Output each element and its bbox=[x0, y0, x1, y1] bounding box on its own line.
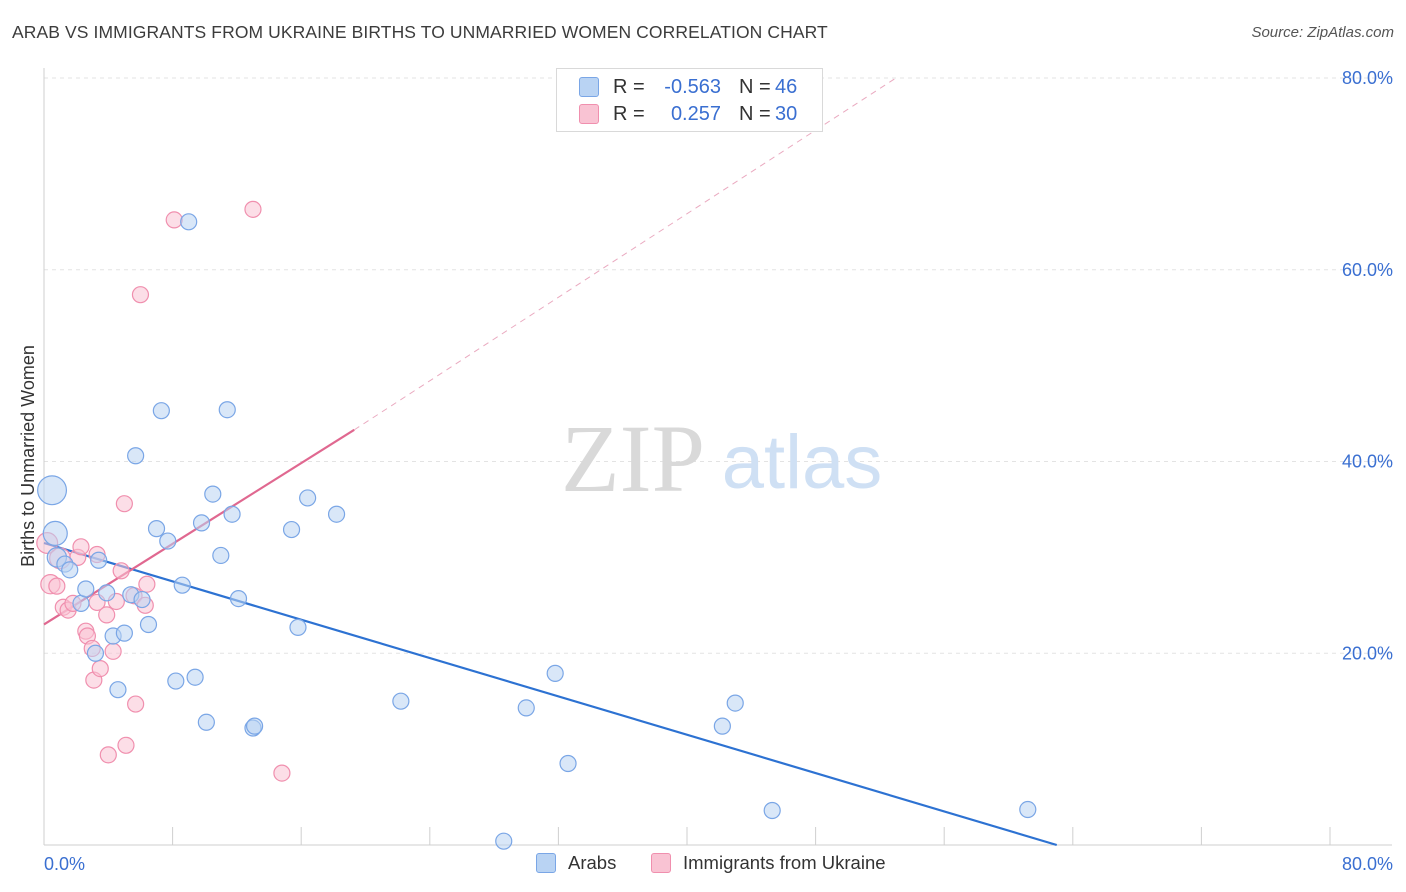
arab-point bbox=[37, 475, 68, 506]
ukraine-point bbox=[165, 211, 183, 229]
arab-point bbox=[152, 402, 170, 420]
arab-point bbox=[115, 624, 133, 642]
x-tick-label: 80.0% bbox=[1342, 854, 1393, 874]
legend-n-value: 46 bbox=[775, 75, 798, 98]
legend-n-value: 30 bbox=[775, 102, 798, 125]
arab-point bbox=[212, 546, 230, 565]
arab-point bbox=[218, 401, 236, 419]
ukraine-swatch bbox=[579, 104, 599, 124]
series-legend: Arabs Immigrants from Ukraine bbox=[0, 852, 1406, 878]
ukraine-point bbox=[115, 495, 133, 513]
axes bbox=[43, 68, 1392, 846]
arab-point bbox=[133, 590, 151, 609]
arab-point bbox=[763, 801, 781, 820]
arab-point bbox=[90, 551, 108, 569]
ukraine-point bbox=[117, 736, 135, 754]
ukraine-point bbox=[91, 659, 109, 678]
arab-point bbox=[109, 681, 127, 699]
watermark-atlas: atlas bbox=[722, 420, 883, 505]
arabs-legend-swatch bbox=[536, 853, 556, 873]
ukraine-point bbox=[104, 642, 122, 660]
arab-point bbox=[72, 594, 90, 612]
y-tick-labels: 20.0% 40.0% 60.0% 80.0% bbox=[1342, 68, 1393, 663]
arab-point bbox=[289, 618, 307, 636]
y-tick-label: 40.0% bbox=[1342, 452, 1393, 472]
arab-point bbox=[77, 580, 95, 598]
legend-row-ukraine: R = 0.257 N = 30 bbox=[579, 101, 797, 127]
legend-row-arabs: R = -0.563 N = 46 bbox=[579, 74, 797, 100]
watermark-zip: ZIP bbox=[561, 405, 705, 512]
arab-point bbox=[299, 489, 317, 507]
legend-r-value: 0.257 bbox=[670, 102, 721, 125]
arab-point bbox=[147, 520, 166, 538]
y-tick-label: 20.0% bbox=[1342, 643, 1393, 663]
watermark: ZIP atlas bbox=[561, 405, 882, 512]
arab-point bbox=[98, 584, 116, 602]
arab-point bbox=[282, 520, 301, 539]
ukraine-point bbox=[48, 577, 66, 595]
source-label: Source: ZipAtlas.com bbox=[1251, 24, 1394, 41]
arab-point bbox=[327, 505, 346, 523]
legend-item-ukraine: Immigrants from Ukraine bbox=[651, 852, 886, 874]
arab-point bbox=[245, 717, 264, 735]
arab-point bbox=[495, 832, 513, 850]
legend-r-label: R = bbox=[613, 75, 645, 98]
arab-point bbox=[180, 213, 198, 231]
ukraine-point bbox=[273, 764, 291, 782]
y-tick-label: 80.0% bbox=[1342, 68, 1393, 88]
ukraine-legend-swatch bbox=[651, 853, 671, 873]
arab-point bbox=[1019, 800, 1037, 819]
arab-point bbox=[197, 713, 215, 731]
chart-title: ARAB VS IMMIGRANTS FROM UKRAINE BIRTHS T… bbox=[12, 22, 828, 42]
arab-point bbox=[167, 672, 185, 690]
arab-point bbox=[392, 692, 410, 710]
arab-point bbox=[546, 664, 564, 682]
ukraine-point bbox=[112, 562, 130, 580]
arab-point bbox=[192, 514, 211, 532]
y-axis-label: Births to Unmarried Women bbox=[18, 345, 38, 567]
legend-r-label: R = bbox=[613, 102, 645, 125]
ukraine-point bbox=[98, 606, 116, 624]
ukraine-point bbox=[244, 200, 262, 218]
legend-r-value: -0.563 bbox=[664, 75, 721, 98]
arab-point bbox=[204, 485, 222, 503]
arab-point bbox=[713, 717, 731, 735]
arab-point bbox=[127, 447, 145, 465]
ukraine-trend-extension bbox=[353, 77, 897, 431]
grid-lines bbox=[44, 77, 1392, 654]
x-tick-labels: 0.0% 80.0% bbox=[44, 854, 1393, 874]
arab-point bbox=[61, 561, 79, 579]
arab-point bbox=[223, 505, 241, 523]
arab-points bbox=[37, 213, 1037, 850]
ukraine-points bbox=[36, 200, 291, 782]
arabs-swatch bbox=[579, 77, 599, 97]
ukraine-point bbox=[138, 575, 156, 593]
arab-point bbox=[559, 754, 577, 773]
arab-point bbox=[42, 520, 68, 547]
arab-point bbox=[139, 615, 158, 634]
legend-item-arabs: Arabs bbox=[536, 852, 616, 874]
correlation-legend: R = -0.563 N = 46 R = 0.257 N = 30 bbox=[556, 68, 823, 132]
legend-n-label: N = bbox=[739, 75, 771, 98]
arab-point bbox=[173, 576, 191, 594]
legend-label-ukraine: Immigrants from Ukraine bbox=[683, 852, 886, 873]
x-tick-label: 0.0% bbox=[44, 854, 85, 874]
ukraine-point bbox=[131, 286, 150, 304]
y-tick-label: 60.0% bbox=[1342, 260, 1393, 280]
ukraine-point bbox=[72, 538, 90, 556]
legend-label-arabs: Arabs bbox=[568, 852, 617, 873]
arab-point bbox=[726, 694, 744, 712]
arab-point bbox=[517, 699, 535, 717]
arab-point bbox=[229, 590, 248, 608]
arab-point bbox=[186, 668, 204, 686]
ukraine-point bbox=[99, 746, 117, 764]
arab-point bbox=[159, 532, 177, 550]
legend-n-label: N = bbox=[739, 102, 771, 125]
arab-point bbox=[86, 644, 105, 662]
arabs-trend-line bbox=[43, 541, 1058, 847]
ukraine-point bbox=[127, 695, 145, 713]
